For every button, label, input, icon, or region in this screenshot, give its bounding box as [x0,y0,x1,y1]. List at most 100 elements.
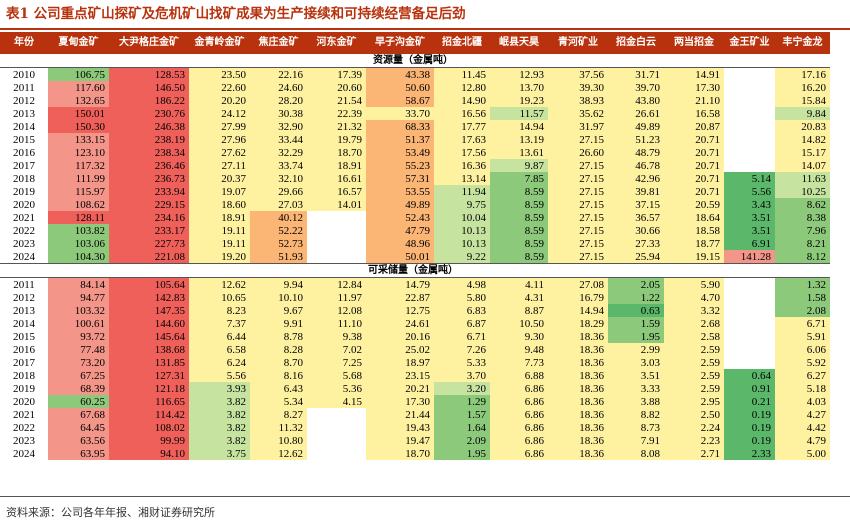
value-cell: 4.03 [775,395,830,408]
value-cell: 131.85 [109,356,189,369]
year-cell: 2021 [13,408,35,421]
value-cell: 5.00 [775,447,830,460]
table-row: 2013 150.01 230.76 24.12 30.38 22.39 33.70 16.5… [0,107,830,120]
value-cell: 52.73 [250,237,307,250]
value-cell: 48.79 [608,146,664,159]
value-cell: 18.36 [548,447,608,460]
value-cell: 12.93 [490,67,548,81]
value-cell: 2.59 [664,382,724,395]
value-cell: 10.10 [250,291,307,304]
value-cell: 141.28 [724,250,775,264]
value-cell [724,291,775,304]
table-row: 2023 103.06 227.73 19.11 52.73 48.96 10.13 8.59… [0,237,830,250]
value-cell: 8.27 [250,408,307,421]
value-cell: 11.57 [490,107,548,120]
table-row: 2016 77.48 138.68 6.58 8.28 7.02 25.02 7.26 9.48… [0,343,830,356]
value-cell [724,277,775,291]
value-cell: 21.44 [366,408,434,421]
value-cell: 40.12 [250,211,307,224]
value-cell: 132.65 [48,94,109,107]
value-cell: 49.89 [608,120,664,133]
value-cell: 12.75 [366,304,434,317]
value-cell: 27.15 [548,172,608,185]
value-cell: 19.11 [189,224,250,237]
value-cell: 9.91 [250,317,307,330]
value-cell: 32.90 [250,120,307,133]
value-cell: 0.91 [724,382,775,395]
value-cell: 11.97 [307,291,366,304]
value-cell: 7.85 [490,172,548,185]
value-cell: 7.25 [307,356,366,369]
value-cell: 1.95 [608,330,664,343]
value-cell: 18.91 [189,211,250,224]
value-cell: 123.10 [48,146,109,159]
value-cell: 128.11 [48,211,109,224]
value-cell: 5.36 [307,382,366,395]
value-cell: 27.15 [548,185,608,198]
value-cell: 3.82 [189,408,250,421]
value-cell: 105.64 [109,277,189,291]
value-cell: 19.79 [307,133,366,146]
value-cell: 7.73 [490,356,548,369]
section-row: 资源量（金属吨） [0,54,830,68]
value-cell: 17.56 [434,146,490,159]
value-cell: 15.17 [775,146,830,159]
value-cell: 4.98 [434,277,490,291]
value-cell: 9.38 [307,330,366,343]
header-mine: 夏甸金矿 [48,32,109,54]
value-cell [724,67,775,81]
value-cell: 2.99 [608,343,664,356]
table-row: 2017 73.20 131.85 6.24 8.70 7.25 18.97 5.33 7.73… [0,356,830,369]
header-mine: 河东金矿 [307,32,366,54]
value-cell: 22.16 [250,67,307,81]
value-cell: 55.23 [366,159,434,172]
value-cell: 19.43 [366,421,434,434]
value-cell: 27.33 [608,237,664,250]
value-cell: 20.71 [664,185,724,198]
value-cell [724,317,775,330]
value-cell: 30.66 [608,224,664,237]
value-cell [307,408,366,421]
value-cell: 1.59 [608,317,664,330]
value-cell: 103.06 [48,237,109,250]
year-cell: 2021 [13,211,35,224]
table-row: 2011 117.60 146.50 22.60 24.60 20.60 50.60 12.8… [0,81,830,94]
value-cell: 43.38 [366,67,434,81]
value-cell: 108.62 [48,198,109,211]
value-cell: 20.71 [664,133,724,146]
value-cell: 10.65 [189,291,250,304]
value-cell: 43.80 [608,94,664,107]
value-cell: 33.70 [366,107,434,120]
table-row: 2010 106.75 128.53 23.50 22.16 17.39 43.38 11.4… [0,67,830,81]
value-cell: 53.55 [366,185,434,198]
year-cell: 2013 [13,304,35,317]
value-cell: 14.94 [490,120,548,133]
value-cell: 6.27 [775,369,830,382]
year-cell: 2020 [13,395,35,408]
value-cell: 21.32 [307,120,366,133]
value-cell: 20.71 [664,159,724,172]
value-cell: 46.78 [608,159,664,172]
value-cell: 3.51 [724,211,775,224]
value-cell: 7.26 [434,343,490,356]
value-cell: 22.60 [189,81,250,94]
value-cell [307,447,366,460]
value-cell: 26.61 [608,107,664,120]
value-cell: 10.50 [490,317,548,330]
value-cell: 39.81 [608,185,664,198]
value-cell: 117.32 [48,159,109,172]
year-cell: 2024 [13,447,35,460]
value-cell: 2.68 [664,317,724,330]
value-cell: 68.39 [48,382,109,395]
table-row: 2018 111.99 236.73 20.37 32.10 16.61 57.31 13.1… [0,172,830,185]
value-cell [307,211,366,224]
value-cell: 5.18 [775,382,830,395]
value-cell: 27.62 [189,146,250,159]
value-cell: 8.16 [250,369,307,382]
value-cell: 38.93 [548,94,608,107]
value-cell: 13.61 [490,146,548,159]
value-cell: 18.36 [548,343,608,356]
value-cell: 27.15 [548,133,608,146]
value-cell [724,146,775,159]
value-cell [724,356,775,369]
